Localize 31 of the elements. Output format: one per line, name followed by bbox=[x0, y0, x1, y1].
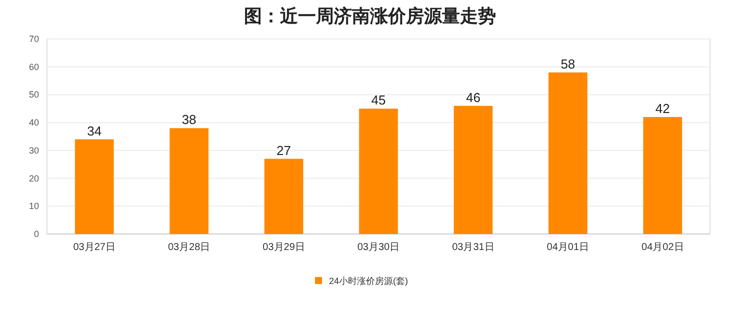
bar bbox=[454, 106, 493, 234]
bar bbox=[359, 108, 398, 234]
x-tick-label: 03月28日 bbox=[168, 242, 210, 253]
bar bbox=[74, 139, 114, 234]
data-label: 58 bbox=[560, 56, 576, 72]
x-tick-label: 03月27日 bbox=[73, 242, 116, 253]
legend-label: 24小时涨价房源(套) bbox=[329, 276, 408, 286]
data-label: 42 bbox=[655, 101, 670, 116]
y-tick-label: 20 bbox=[28, 173, 39, 184]
y-tick-label: 30 bbox=[28, 145, 39, 156]
y-tick-label: 50 bbox=[28, 90, 39, 100]
x-tick-label: 03月30日 bbox=[357, 242, 400, 253]
y-tick-label: 40 bbox=[28, 118, 39, 128]
data-label: 46 bbox=[466, 90, 480, 105]
x-tick-label: 03月29日 bbox=[262, 242, 305, 253]
x-tick-label: 04月01日 bbox=[546, 242, 590, 253]
bar bbox=[548, 72, 588, 234]
y-tick-label: 70 bbox=[28, 34, 39, 44]
x-tick-label: 04月02日 bbox=[642, 242, 684, 253]
data-label: 38 bbox=[182, 112, 196, 128]
data-label: 45 bbox=[371, 92, 386, 108]
x-tick-label: 03月31日 bbox=[452, 242, 494, 253]
data-label: 27 bbox=[276, 142, 292, 158]
chart-title: 图：近一周济南涨价房源量走势 bbox=[244, 6, 496, 26]
y-tick-label: 10 bbox=[28, 201, 39, 212]
y-tick-label: 0 bbox=[34, 229, 39, 239]
bar bbox=[170, 128, 208, 234]
data-label: 34 bbox=[87, 123, 102, 138]
y-tick-label: 60 bbox=[28, 62, 39, 72]
bar bbox=[643, 117, 682, 234]
bar bbox=[264, 158, 304, 234]
